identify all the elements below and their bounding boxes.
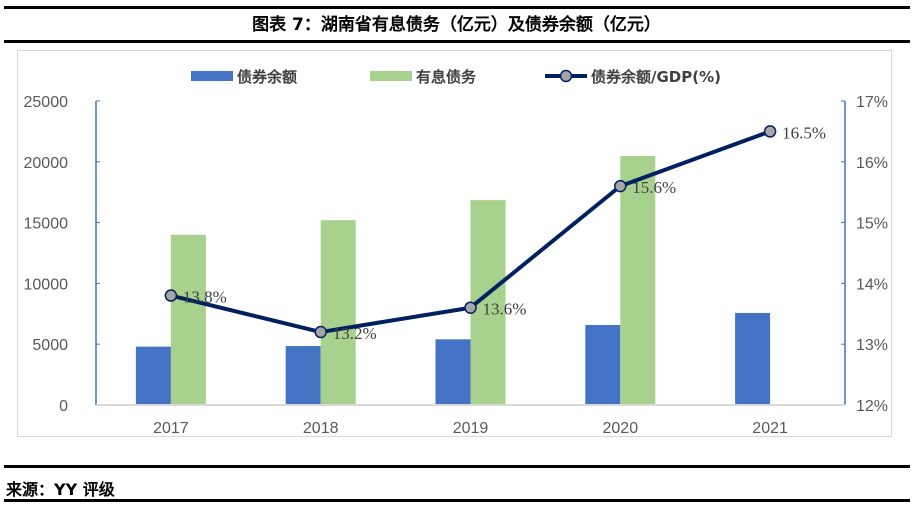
chart-frame [17,50,892,437]
x-tick-label: 2018 [303,420,339,437]
x-tick-label: 2021 [752,420,788,437]
source-rule-bottom [4,499,910,502]
right-tick-label: 17% [856,94,888,111]
data-label: 13.8% [183,288,227,307]
right-tick-label: 15% [856,216,888,233]
line-marker [464,301,477,314]
bar-bond-balance [585,324,621,405]
line-marker [314,325,327,339]
right-tick-label: 16% [856,155,888,172]
legend-label-bond-balance: 债券余额 [237,68,297,86]
bar-interest-debt [320,220,356,405]
left-tick-label: 15000 [24,216,69,233]
data-label: 13.6% [483,300,527,319]
bar-bond-balance [435,339,471,405]
left-tick-label: 5000 [32,337,68,354]
x-tick-label: 2020 [603,420,639,437]
bar-bond-balance [285,346,321,405]
line-marker [164,289,178,302]
bar-interest-debt [620,155,656,405]
bar-interest-debt [170,234,206,405]
right-tick-label: 12% [856,398,888,415]
bar-bond-balance [135,346,171,405]
x-tick-label: 2017 [153,420,189,437]
x-tick-label: 2019 [453,420,489,437]
top-rule [4,6,910,9]
right-tick-label: 14% [856,276,888,293]
legend-label-bond-to-gdp: 债券余额/GDP(%) [591,68,721,86]
left-tick-label: 25000 [24,94,69,111]
data-label: 16.5% [782,123,826,142]
right-tick-label: 13% [856,337,888,354]
bar-bond-balance [735,312,771,405]
left-tick-label: 20000 [24,155,69,172]
line-marker [614,179,627,193]
data-label: 13.2% [333,324,377,343]
line-marker [763,125,777,138]
legend-label-interest-debt: 有息债务 [416,68,477,86]
title-rule [4,40,910,43]
data-label: 15.6% [632,178,676,197]
left-tick-label: 0 [59,398,68,415]
legend-marker [559,69,573,83]
source-note: 来源：YY 评级 [6,480,115,499]
legend-swatch-interest-debt [370,71,412,81]
source-rule-top [4,465,910,468]
chart-title: 图表 7：湖南省有息债务（亿元）及债券余额（亿元） [252,15,661,35]
legend-swatch-bond-balance [191,71,233,81]
left-tick-label: 10000 [24,276,69,293]
